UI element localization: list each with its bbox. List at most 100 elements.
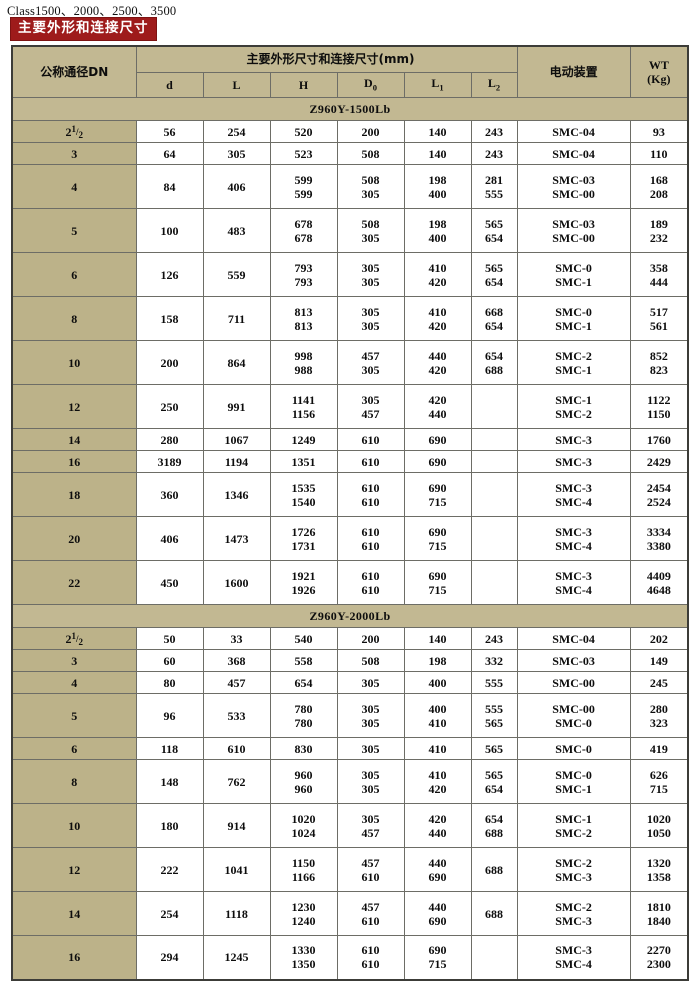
cell-line: 610 (361, 568, 380, 583)
cell-line: 245 (649, 675, 668, 690)
cell-line: SMC-00 (552, 230, 595, 245)
cell-line: 520 (294, 124, 313, 139)
cell-actuator: SMC-00 SMC-0 (516, 693, 631, 738)
cell-weight: 168 208 (629, 164, 689, 209)
cell-weight: 852 823 (629, 340, 689, 385)
cell-L2 (470, 560, 518, 605)
cell-line: 440 (428, 825, 447, 840)
cell-line: 690 (428, 913, 447, 928)
cell-L: 483 (202, 208, 271, 253)
table-row: 10 200 864 998 988 457 305 440 420 654 688 SMC-2 SMC… (11, 340, 689, 385)
cell-line: 988 (294, 362, 313, 377)
cell-H: 520 (269, 120, 338, 143)
cell-line: 830 (294, 741, 313, 756)
cell-weight: 419 (629, 737, 689, 760)
cell-L2: 565 654 (470, 208, 518, 253)
cell-line: 243 (485, 124, 504, 139)
cell-line: 654 (485, 348, 504, 363)
header-d: d (135, 71, 204, 98)
cell-line: SMC-03 (552, 653, 595, 668)
cell-line: 610 (361, 454, 380, 469)
cell-actuator: SMC-3 SMC-4 (516, 935, 631, 980)
cell-line: 610 (361, 494, 380, 509)
cell-L: 711 (202, 296, 271, 341)
cell-D0: 305 305 (336, 252, 405, 297)
cell-line: 400 (428, 186, 447, 201)
cell-actuator: SMC-3 (516, 428, 631, 451)
cell-d: 180 (135, 803, 204, 848)
table-row: 6 118 610 830 305 410 565 SMC-0 419 (11, 737, 689, 760)
cell-line: 517 (649, 304, 668, 319)
cell-line: 1921 (291, 568, 316, 583)
header-D0: D0 (336, 71, 405, 98)
section-banner-label: Z960Y-2000Lb (11, 604, 689, 628)
cell-L1: 410 420 (403, 296, 472, 341)
cell-line: SMC-1 (555, 362, 592, 377)
cell-line: 305 (361, 781, 380, 796)
fraction-numerator: 1 (71, 123, 76, 134)
fraction: 1/2 (71, 124, 83, 139)
cell-dn: 5 (11, 693, 137, 738)
cell-L2 (470, 516, 518, 561)
table-row: 3 60 368 558 508 198 332 SMC-03 149 (11, 649, 689, 672)
cell-line: 558 (294, 653, 313, 668)
cell-line: 410 (428, 767, 447, 782)
cell-L1: 140 (403, 120, 472, 143)
cell-line: SMC-0 (555, 741, 592, 756)
cell-actuator: SMC-1 SMC-2 (516, 384, 631, 429)
cell-line: 688 (485, 862, 504, 877)
cell-weight: 4409 4648 (629, 560, 689, 605)
cell-line: 198 (428, 653, 447, 668)
cell-line: SMC-4 (555, 494, 592, 509)
cell-line: 198 (428, 216, 447, 231)
header-row-1: 公称通径DN 主要外形尺寸和连接尺寸(mm) 电动装置 WT (Kg) (11, 45, 689, 98)
cell-line: 654 (485, 230, 504, 245)
header-weight: WT (Kg) (629, 45, 689, 98)
cell-L1: 690 (403, 450, 472, 473)
cell-line: 508 (361, 146, 380, 161)
table-row: 8 148 762 960 960 305 305 410 420 565 654 SMC-0 SMC-… (11, 759, 689, 804)
cell-line: 3334 (646, 524, 671, 539)
cell-dn: 8 (11, 759, 137, 804)
cell-line: SMC-03 (552, 216, 595, 231)
cell-line: 654 (485, 811, 504, 826)
cell-line: 610 (361, 538, 380, 553)
cell-line: 305 (361, 701, 380, 716)
cell-actuator: SMC-0 SMC-1 (516, 252, 631, 297)
cell-d: 3189 (135, 450, 204, 473)
cell-line: 140 (428, 146, 447, 161)
cell-line: 793 (294, 274, 313, 289)
class-caption: Class1500、2000、2500、3500 (7, 4, 177, 18)
cell-line: 305 (361, 741, 380, 756)
cell-line: 305 (361, 811, 380, 826)
cell-line: 305 (361, 304, 380, 319)
cell-line: 444 (649, 274, 668, 289)
cell-d: 280 (135, 428, 204, 451)
cell-line: SMC-1 (555, 781, 592, 796)
cell-line: 610 (361, 582, 380, 597)
cell-D0: 508 305 (336, 164, 405, 209)
cell-d: 158 (135, 296, 204, 341)
cell-line: 565 (485, 715, 504, 730)
cell-line: 243 (485, 631, 504, 646)
header-H: H (269, 71, 338, 98)
cell-line: 281 (485, 172, 504, 187)
cell-actuator: SMC-04 (516, 120, 631, 143)
cell-line: 960 (294, 781, 313, 796)
table-row: 5 96 533 780 780 305 305 400 410 555 565 SMC-00 SMC-… (11, 693, 689, 738)
cell-line: 599 (294, 186, 313, 201)
cell-L: 254 (202, 120, 271, 143)
cell-weight: 93 (629, 120, 689, 143)
cell-H: 793 793 (269, 252, 338, 297)
cell-actuator: SMC-0 SMC-1 (516, 759, 631, 804)
cell-L: 406 (202, 164, 271, 209)
cell-line: 400 (428, 701, 447, 716)
cell-line: 332 (485, 653, 504, 668)
cell-H: 1726 1731 (269, 516, 338, 561)
cell-line: 690 (428, 432, 447, 447)
cell-line: 200 (361, 631, 380, 646)
cell-line: SMC-04 (552, 631, 595, 646)
header-L1-base: L (431, 75, 440, 90)
cell-line: 410 (428, 304, 447, 319)
cell-line: 1330 (291, 943, 316, 958)
